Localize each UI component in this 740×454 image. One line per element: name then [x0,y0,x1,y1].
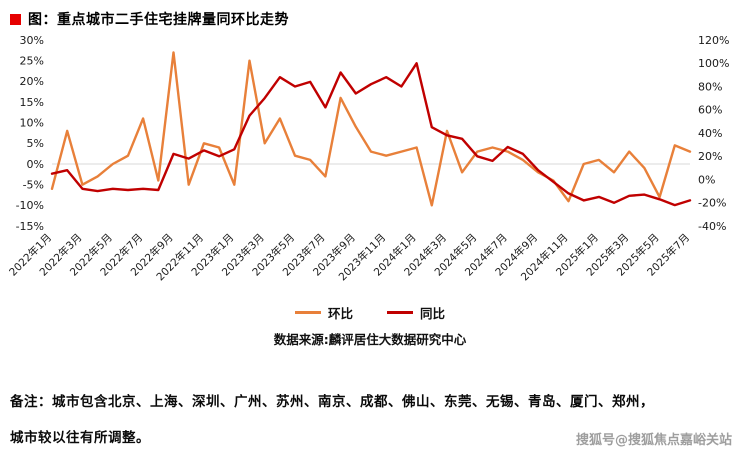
footnotes: 备注：城市包含北京、上海、深圳、广州、苏州、南京、成都、佛山、东莞、无锡、青岛、… [10,384,730,454]
right-axis-tick-label: 60% [698,104,722,117]
footnote-line-2: 城市较以往有所调整。 [10,430,150,446]
left-axis-tick-label: 0% [27,158,44,171]
title-bullet-icon [10,13,21,25]
footnote-line-1: 备注：城市包含北京、上海、深圳、广州、苏州、南京、成都、佛山、东莞、无锡、青岛、… [10,394,654,410]
left-axis-tick-label: 5% [27,137,44,150]
right-axis-tick-label: -20% [698,197,726,210]
legend-label-yoy: 同比 [420,306,446,321]
right-axis-tick-label: 80% [698,80,722,93]
left-axis-tick-label: 10% [20,116,44,129]
legend-label-mom: 环比 [327,306,353,321]
right-axis-tick-label: 120% [698,34,729,47]
watermark-text: 搜狐号@搜狐焦点嘉峪关站 [575,433,732,448]
series-line-mom [50,51,692,207]
yoy-line-swatch-icon [387,311,413,314]
left-axis-tick-label: 20% [20,75,44,88]
trend-line-chart: 30% 25% 20% 15% 10% 5% 0% -5% -10% -15% 120% 100% 80… [6,34,729,284]
chart-legend: 环比 同比 [0,303,740,322]
right-axis-tick-label: -40% [698,220,726,233]
left-axis-tick-label: 15% [20,96,44,109]
mom-line-swatch-icon [294,311,321,314]
data-source-caption: 数据来源:麟评居住大数据研究中心 [273,332,467,347]
right-axis-tick-label: 100% [698,57,729,70]
left-axis-tick-label: -5% [23,178,44,191]
chart-title-row: 图：重点城市二手住宅挂牌量同环比走势 [10,9,289,29]
left-axis-tick-label: 25% [20,54,44,67]
right-axis-tick-label: 40% [698,127,722,140]
left-axis-tick-label: -15% [16,220,44,233]
right-axis-tick-label: 20% [698,150,722,163]
left-axis-tick-label: -10% [16,199,44,212]
series-line-yoy [50,62,692,207]
page-title: 图：重点城市二手住宅挂牌量同环比走势 [28,12,289,28]
left-axis-tick-label: 30% [20,34,44,47]
legend-item-mom: 环比 [294,303,353,322]
right-axis-tick-label: 0% [698,173,715,186]
legend-item-yoy: 同比 [387,303,445,322]
